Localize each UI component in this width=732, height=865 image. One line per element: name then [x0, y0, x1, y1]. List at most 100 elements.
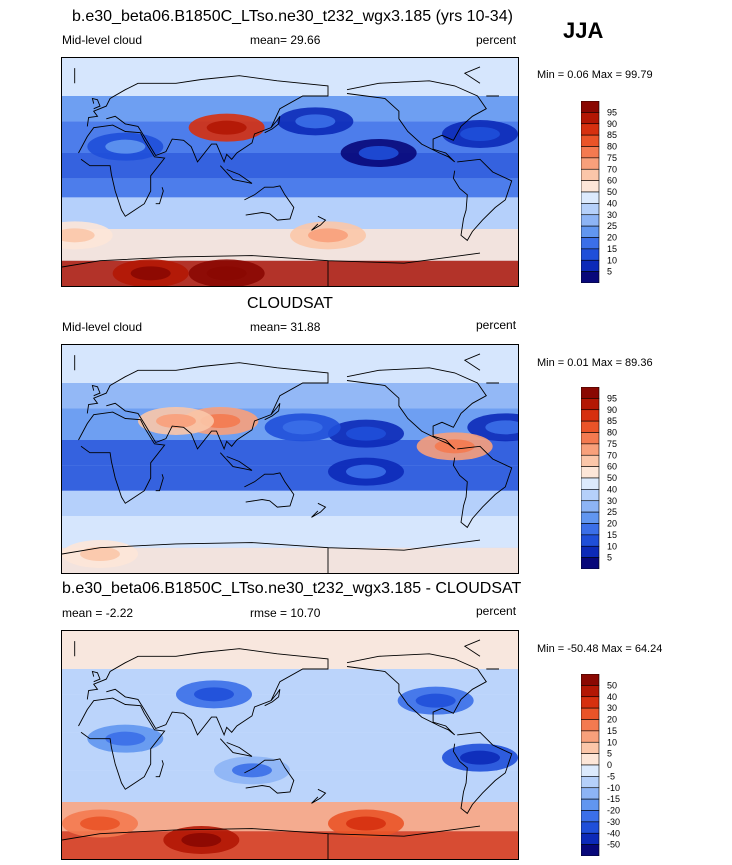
colorbar-tick-label: 30 — [607, 210, 617, 220]
colorbar-tick-label: 30 — [607, 703, 617, 713]
field-feature-core — [156, 414, 196, 428]
colorbar-box — [580, 810, 600, 823]
season-label: JJA — [563, 18, 604, 43]
coastline-new-zealand — [311, 215, 327, 231]
coastline-madagascar — [155, 760, 164, 778]
field-feature-core — [308, 228, 348, 243]
colorbar-box — [580, 112, 600, 125]
colorbar-box — [580, 134, 600, 147]
colorbar-box — [580, 545, 600, 558]
zonal-band — [62, 345, 518, 383]
coastline-japan — [264, 116, 281, 134]
coastline-africa — [78, 124, 166, 217]
colorbar-box — [580, 398, 600, 411]
zonal-band — [62, 178, 518, 198]
coastline-south-america — [452, 731, 513, 815]
coastline-eurasia — [86, 648, 329, 737]
coastline-indonesia — [219, 738, 253, 757]
zonal-band — [62, 631, 518, 669]
colorbar-tick-label: 25 — [607, 507, 617, 517]
colorbar-box — [580, 719, 600, 732]
coastline-south-america — [452, 445, 513, 529]
coastline-greenland — [74, 66, 499, 97]
field-feature-core — [62, 228, 95, 243]
coastline-australia — [244, 472, 295, 508]
coastline-eurasia — [86, 75, 329, 164]
colorbar-box — [580, 821, 600, 834]
colorbar-box — [580, 214, 600, 227]
panel1-minmax: Min = 0.06 Max = 99.79 — [537, 69, 653, 81]
panel3-colorbar: -50 -40 -30 -20 -15 -10 -5 0 5 10 15 20 30 40 50 — [580, 673, 641, 857]
coastline-australia — [244, 758, 295, 794]
colorbar-tick-label: -20 — [607, 806, 620, 816]
zonal-band — [62, 516, 518, 548]
coastline-japan — [264, 403, 281, 421]
colorbar-tick-label: 15 — [607, 244, 617, 254]
colorbar-tick-label: 50 — [607, 680, 617, 690]
panel1-colorbar: 5 10 15 20 25 30 40 50 60 70 75 80 85 90 95 — [580, 100, 641, 284]
colorbar-box — [580, 696, 600, 709]
field-feature-core — [346, 816, 386, 831]
colorbar-tick-label: 85 — [607, 416, 617, 426]
field-feature-core — [181, 833, 222, 847]
zonal-band — [62, 383, 518, 409]
colorbar-box — [580, 844, 600, 857]
colorbar-box — [580, 776, 600, 789]
coastline-new-zealand — [311, 502, 327, 518]
colorbar-tick-label: 50 — [607, 187, 617, 197]
field-feature-core — [415, 693, 456, 708]
colorbar-box — [580, 753, 600, 766]
coastline-madagascar — [155, 187, 164, 205]
colorbar-tick-label: 90 — [607, 119, 617, 129]
zonal-band — [62, 831, 518, 859]
field-feature-core — [105, 731, 146, 746]
zonal-band — [62, 229, 518, 261]
colorbar-box — [580, 477, 600, 490]
coastline-greenland — [74, 639, 499, 670]
panel3-map — [61, 630, 519, 860]
field-feature-core — [358, 146, 399, 160]
panel1-variable-label: Mid-level cloud — [62, 33, 143, 47]
coastline-antarctica — [62, 539, 481, 573]
colorbar-box — [580, 100, 600, 113]
panel1-map-svg — [62, 58, 518, 286]
colorbar-tick-label: 20 — [607, 519, 617, 529]
panel2-minmax: Min = 0.01 Max = 89.36 — [537, 357, 653, 369]
colorbar-tick-label: 20 — [607, 233, 617, 243]
colorbar-box — [580, 157, 600, 170]
colorbar-tick-label: 85 — [607, 130, 617, 140]
coastline-madagascar — [155, 474, 164, 492]
colorbar-box — [580, 248, 600, 261]
colorbar-tick-label: -5 — [607, 771, 615, 781]
colorbar-box — [580, 225, 600, 238]
field-feature-core — [460, 750, 500, 765]
colorbar-tick-label: -10 — [607, 783, 620, 793]
panel3-units-label: percent — [476, 604, 517, 618]
colorbar-tick-label: 15 — [607, 530, 617, 540]
coastline-british-isles — [91, 97, 101, 110]
colorbar-box — [580, 557, 600, 570]
colorbar-box — [580, 409, 600, 422]
colorbar-box — [580, 180, 600, 193]
colorbar-box — [580, 203, 600, 216]
panel3-rmse-label: rmse = 10.70 — [250, 606, 321, 620]
colorbar-tick-label: 10 — [607, 737, 617, 747]
colorbar-box — [580, 685, 600, 698]
colorbar-tick-label: 5 — [607, 267, 612, 277]
panel2-mean-label: mean= 31.88 — [250, 320, 321, 334]
coastline-north-america — [346, 367, 487, 450]
coastline-japan — [264, 689, 281, 707]
colorbar-box — [580, 730, 600, 743]
coastline-africa — [78, 411, 166, 504]
colorbar-box — [580, 764, 600, 777]
colorbar-box — [580, 271, 600, 284]
panel3-mean-label: mean = -2.22 — [62, 606, 134, 620]
colorbar-box — [580, 123, 600, 136]
colorbar-tick-label: 25 — [607, 221, 617, 231]
colorbar-box — [580, 707, 600, 720]
colorbar-tick-label: 5 — [607, 553, 612, 563]
panel2-title: CLOUDSAT — [247, 295, 333, 312]
